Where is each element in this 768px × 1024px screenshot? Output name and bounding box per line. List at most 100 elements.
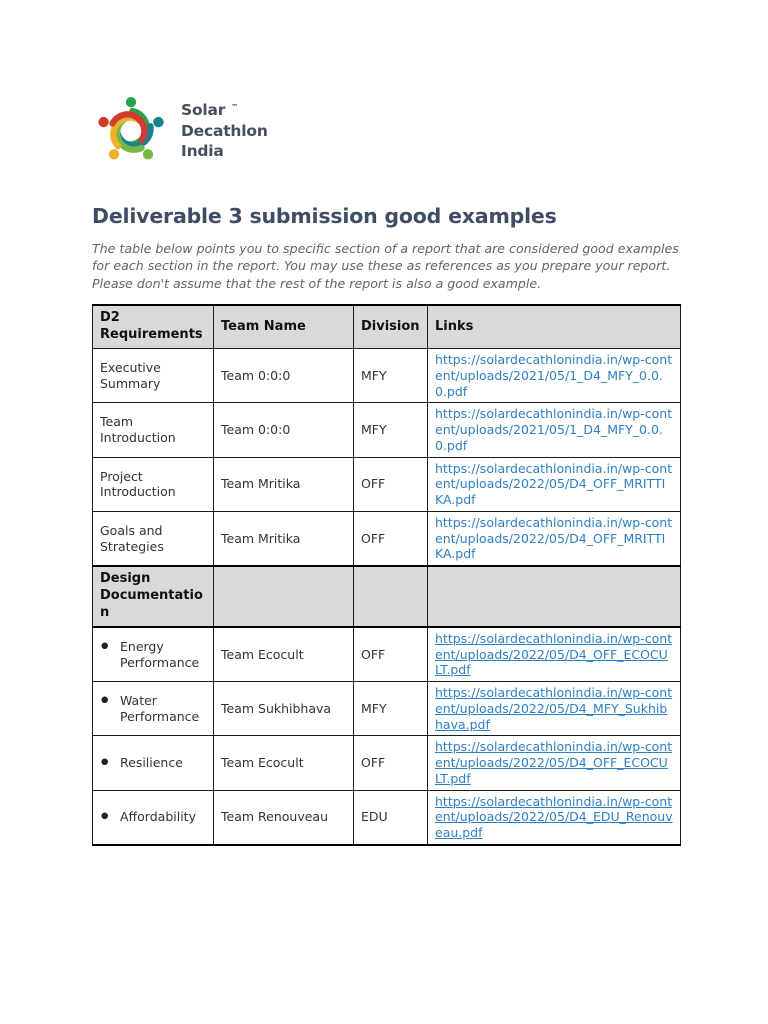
division-label: OFF [361,646,386,662]
requirement-label: Project Introduction [100,468,176,500]
bullet-icon: ● [101,757,109,768]
report-link[interactable]: https://solardecathlonindia.in/wp-conten… [435,630,673,678]
division-cell: MFY [353,681,428,737]
table-row: Executive Summary Team 0:0:0 MFY https://so… [92,348,681,404]
solar-decathlon-logo-icon [98,96,164,160]
division-label: OFF [361,755,386,771]
division-label: MFY [361,367,387,383]
requirement-cell: ● Energy Performance [92,626,214,683]
team-name-label: Team 0:0:0 [221,367,291,383]
link-cell [427,565,681,628]
link-cell: https://solardecathlonindia.in/wp-conten… [427,735,681,791]
division-cell: EDU [353,789,428,846]
division-label: OFF [361,476,386,492]
report-link[interactable]: https://solardecathlonindia.in/wp-conten… [435,460,673,508]
team-name-label: Team Renouveau [221,809,328,825]
table-row: ● Energy Performance Team Ecocult OFF https:… [92,626,681,683]
requirement-label: Executive Summary [100,360,161,391]
team-cell: Team Ecocult [213,626,354,683]
report-link[interactable]: https://solardecathlonindia.in/wp-conten… [435,685,673,732]
report-link[interactable]: https://solardecathlonindia.in/wp-conten… [435,739,673,786]
bullet-item: ● Affordability [100,809,206,825]
report-link[interactable]: https://solardecathlonindia.in/wp-conten… [435,352,673,399]
team-name-label: Team Sukhibhava [221,700,332,716]
team-name-label: Team Mritika [221,530,301,546]
table-row: ● Water Performance Team Sukhibhava MFY http… [92,681,681,737]
table-row: ● Resilience Team Ecocult OFF https://solard… [92,735,681,791]
bullet-icon: ● [101,695,109,706]
division-cell: OFF [353,626,428,683]
table-row: Project Introduction Team Mritika OFF https… [92,456,681,512]
table-row: Goals and Strategies Team Mritika OFF https… [92,510,681,567]
table-row: ● Affordability Team Renouveau EDU https://s… [92,789,681,846]
requirement-cell: Team Introduction [92,402,214,458]
division-label: EDU [361,809,388,825]
division-label: MFY [361,700,387,716]
logo-line-3: India [181,142,224,161]
team-cell: Team Ecocult [213,735,354,791]
table-body: Executive Summary Team 0:0:0 MFY https://so… [92,348,681,846]
division-cell: OFF [353,510,428,567]
requirement-cell: Goals and Strategies [92,510,214,567]
logo: Solar ™ Decathlon India [94,94,680,168]
team-name-label: Team 0:0:0 [221,422,291,438]
report-link[interactable]: https://solardecathlonindia.in/wp-conten… [435,514,673,562]
section-title: Design Documentation [100,571,203,620]
division-cell: OFF [353,735,428,791]
link-cell: https://solardecathlonindia.in/wp-conten… [427,510,681,567]
logo-wordmark: Solar ™ Decathlon India [181,100,268,161]
requirement-cell: ● Resilience [92,735,214,791]
report-link[interactable]: https://solardecathlonindia.in/wp-conten… [435,406,673,453]
link-cell: https://solardecathlonindia.in/wp-conten… [427,626,681,683]
division-cell: MFY [353,348,428,404]
team-cell: Team 0:0:0 [213,348,354,404]
header-division: Division [353,304,428,350]
trademark-symbol: ™ [231,103,239,112]
header-team-name: Team Name [213,304,354,350]
team-cell: Team Mritika [213,510,354,567]
bullet-item: ● Energy Performance [100,639,206,671]
requirement-label: Team Introduction [100,414,176,446]
requirement-label: Energy Performance [120,638,200,670]
requirement-cell: ● Affordability [92,789,214,846]
division-cell: OFF [353,456,428,512]
team-cell: Team 0:0:0 [213,402,354,458]
bullet-icon: ● [101,640,109,651]
requirement-label: Resilience [120,755,183,771]
team-cell: Team Mritika [213,456,354,512]
report-link[interactable]: https://solardecathlonindia.in/wp-conten… [435,793,673,841]
link-cell: https://solardecathlonindia.in/wp-conten… [427,402,681,458]
page-title: Deliverable 3 submission good examples [92,204,557,228]
team-cell [213,565,354,628]
link-cell: https://solardecathlonindia.in/wp-conten… [427,456,681,512]
logo-line-2: Decathlon [181,121,268,140]
team-cell: Team Renouveau [213,789,354,846]
requirement-label: Affordability [120,809,196,825]
division-label: OFF [361,530,386,546]
team-cell: Team Sukhibhava [213,681,354,737]
requirement-cell: Executive Summary [92,348,214,404]
team-name-label: Team Mritika [221,476,301,492]
intro-paragraph: The table below points you to specific s… [92,240,679,291]
link-cell: https://solardecathlonindia.in/wp-conten… [427,789,681,846]
header-links: Links [427,304,681,350]
team-name-label: Team Ecocult [221,646,304,662]
requirement-cell: Project Introduction [92,456,214,512]
logo-line-1: Solar [181,101,226,120]
link-cell: https://solardecathlonindia.in/wp-conten… [427,348,681,404]
header-d2-requirements: D2 Requirements [92,304,214,350]
table-row: Team Introduction Team 0:0:0 MFY https://so… [92,402,681,458]
section-row: Design Documentation [92,565,681,628]
division-label: MFY [361,422,387,438]
bullet-item: ● Water Performance [100,693,206,725]
bullet-item: ● Resilience [100,755,206,771]
requirement-cell: Design Documentation [92,565,214,628]
requirement-label: Goals and Strategies [100,522,164,554]
good-examples-table: D2 Requirements Team Name Division Links… [92,304,681,846]
division-cell: MFY [353,402,428,458]
link-cell: https://solardecathlonindia.in/wp-conten… [427,681,681,737]
header-row: D2 Requirements Team Name Division Links [92,304,681,350]
requirement-label: Water Performance [120,693,200,724]
team-name-label: Team Ecocult [221,755,304,771]
